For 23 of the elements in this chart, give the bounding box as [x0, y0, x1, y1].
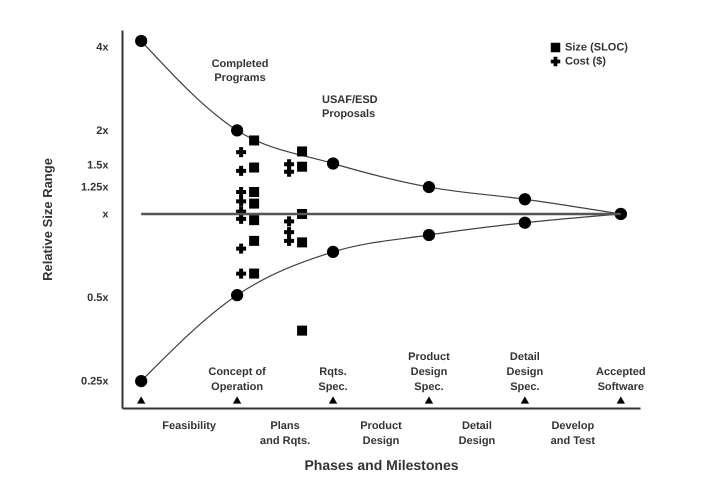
y-tick-label: 0.5x — [87, 292, 110, 304]
x-tick-label: Detail Design Spec. — [506, 351, 544, 393]
y-tick-label: 1.25x — [80, 182, 110, 194]
y-tick-label: 0.25x — [80, 376, 110, 388]
y-tick-label: 4x — [96, 41, 110, 54]
y-tick-label: x — [102, 208, 110, 220]
y-tick-label: 1.5x — [87, 160, 110, 172]
x-tick-label: Accepted Software — [596, 366, 646, 393]
x-tick-label: Detail Design — [458, 420, 496, 447]
x-tick-label: Develop and Test — [550, 420, 596, 447]
legend-label: Size (SLOC) — [565, 42, 628, 54]
y-axis-title: Relative Size Range — [40, 158, 55, 281]
legend-label: Cost ($) — [565, 56, 606, 68]
x-axis-title: Phases and Milestones — [304, 457, 459, 473]
x-tick-label: Concept of Operation — [208, 366, 266, 393]
annotation: Completed Programs — [212, 58, 268, 84]
annotation: USAF/ESD Proposals — [322, 94, 378, 120]
y-tick-label: 2x — [96, 124, 110, 137]
x-tick-label: Rqts. Spec. — [318, 366, 348, 393]
x-tick-label: Product Design Spec. — [408, 351, 450, 393]
x-tick-label: Feasibility — [162, 420, 217, 432]
x-tick-label: Plans and Rqts. — [260, 420, 310, 447]
x-tick-label: Product Design — [360, 420, 402, 447]
